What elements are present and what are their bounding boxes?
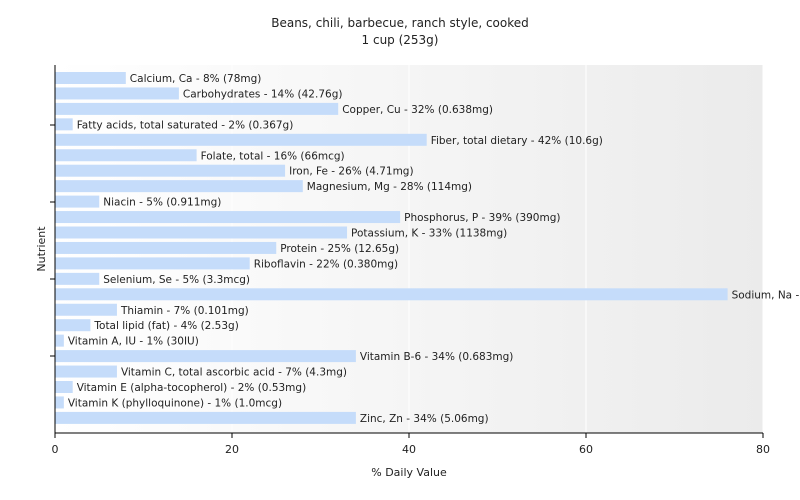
- bar-label: Vitamin B-6 - 34% (0.683mg): [360, 351, 514, 363]
- bar-label: Vitamin C, total ascorbic acid - 7% (4.3…: [121, 367, 347, 379]
- bar-label: Iron, Fe - 26% (4.71mg): [289, 166, 413, 178]
- bar-label: Magnesium, Mg - 28% (114mg): [307, 181, 472, 193]
- bar-label: Calcium, Ca - 8% (78mg): [130, 73, 262, 85]
- bar: [55, 319, 91, 332]
- bar-label: Carbohydrates - 14% (42.76g): [183, 88, 343, 100]
- bar: [55, 102, 339, 115]
- y-axis-title: Nutrient: [35, 226, 48, 272]
- bar-label: Vitamin A, IU - 1% (30IU): [68, 336, 199, 348]
- bar: [55, 118, 73, 131]
- bar: [55, 149, 197, 162]
- bar: [55, 211, 401, 224]
- bar: [55, 164, 286, 177]
- bar: [55, 288, 728, 301]
- bar-label: Zinc, Zn - 34% (5.06mg): [360, 413, 489, 425]
- bar: [55, 350, 356, 363]
- bar-label: Potassium, K - 33% (1138mg): [351, 228, 507, 240]
- bar-label: Thiamin - 7% (0.101mg): [120, 305, 249, 317]
- bar-label: Niacin - 5% (0.911mg): [103, 197, 221, 209]
- bar: [55, 411, 356, 424]
- x-tick-label: 40: [402, 443, 416, 456]
- bar-label: Fatty acids, total saturated - 2% (0.367…: [77, 119, 294, 131]
- bar-label: Phosphorus, P - 39% (390mg): [404, 212, 560, 224]
- bar-label: Protein - 25% (12.65g): [280, 243, 399, 255]
- gridlines: [231, 65, 764, 433]
- bar: [55, 365, 117, 378]
- bar-label: Vitamin K (phylloquinone) - 1% (1.0mcg): [68, 397, 282, 409]
- bar-label: Total lipid (fat) - 4% (2.53g): [93, 320, 238, 332]
- bar-label: Fiber, total dietary - 42% (10.6g): [431, 135, 603, 147]
- bar: [55, 381, 73, 393]
- bar-label: Selenium, Se - 5% (3.3mcg): [103, 274, 250, 286]
- bar: [55, 195, 100, 208]
- bar: [55, 87, 179, 100]
- x-tick-label: 0: [52, 443, 59, 456]
- x-axis-title: % Daily Value: [371, 466, 447, 479]
- bar-label: Copper, Cu - 32% (0.638mg): [342, 104, 493, 116]
- bar: [55, 396, 64, 409]
- x-tick-label: 20: [225, 443, 239, 456]
- x-tick-label: 60: [579, 443, 593, 456]
- bar-label: Sodium, Na - 76% (1834mg): [732, 289, 800, 301]
- bar: [55, 272, 100, 285]
- bar: [55, 226, 348, 239]
- bar-label: Folate, total - 16% (66mcg): [201, 150, 345, 162]
- bar: [55, 303, 117, 316]
- chart-title: Beans, chili, barbecue, ranch style, coo…: [271, 16, 529, 30]
- bar: [55, 241, 277, 254]
- x-tick-label: 80: [756, 443, 770, 456]
- bar-label: Riboflavin - 22% (0.380mg): [254, 258, 398, 270]
- bar: [55, 72, 126, 84]
- axes: 0 20 40 60 80: [50, 65, 770, 456]
- bar: [55, 334, 64, 347]
- bar: [55, 180, 303, 193]
- bars: Calcium, Ca - 8% (78mg) Carbohydrates - 1…: [55, 72, 800, 425]
- bar: [55, 257, 250, 270]
- bar-label: Vitamin E (alpha-tocopherol) - 2% (0.53m…: [77, 382, 307, 394]
- chart-subtitle: 1 cup (253g): [362, 33, 439, 47]
- bar: [55, 133, 427, 146]
